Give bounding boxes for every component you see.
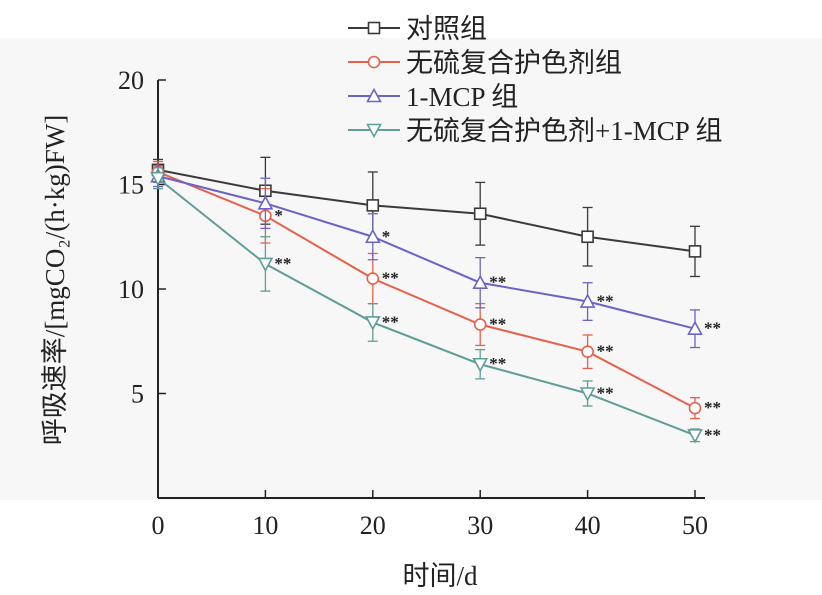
significance-label: ** bbox=[704, 398, 721, 417]
legend-item-4: 无硫复合护色剂+1-MCP 组 bbox=[348, 116, 723, 146]
series-layer: ************************** bbox=[150, 156, 721, 444]
legend-label: 对照组 bbox=[406, 14, 487, 44]
x-tick-label: 50 bbox=[682, 511, 708, 540]
square-marker bbox=[688, 245, 702, 258]
square-marker bbox=[366, 199, 380, 212]
axes: 0 10 20 30 40 50 5 10 15 20 bbox=[118, 66, 708, 540]
series-line bbox=[157, 175, 696, 330]
x-tick-label: 20 bbox=[360, 511, 386, 540]
square-marker bbox=[473, 207, 487, 221]
y-tick-label: 5 bbox=[131, 380, 144, 409]
triangle-up-marker bbox=[364, 228, 381, 244]
series-4: ********** bbox=[150, 167, 721, 444]
circle-marker bbox=[688, 401, 702, 415]
legend-label: 无硫复合护色剂组 bbox=[406, 48, 622, 78]
circle-marker bbox=[366, 272, 380, 285]
series-line bbox=[157, 177, 696, 437]
square-marker bbox=[581, 230, 594, 244]
triangle-down-marker bbox=[364, 316, 381, 331]
x-tick-label: 10 bbox=[252, 511, 278, 540]
plot-background bbox=[0, 38, 822, 500]
triangle-up-marker bbox=[366, 87, 382, 103]
circle-marker bbox=[367, 55, 381, 69]
y-tick-label: 20 bbox=[118, 66, 144, 95]
significance-label: * bbox=[382, 227, 391, 246]
triangle-down-marker bbox=[579, 387, 596, 402]
triangle-up-marker bbox=[579, 293, 596, 308]
significance-label: ** bbox=[489, 315, 506, 334]
legend-item-3: 1-MCP 组 bbox=[348, 82, 518, 112]
triangle-down-marker bbox=[687, 428, 703, 444]
significance-label: ** bbox=[704, 319, 721, 338]
y-tick-label: 15 bbox=[118, 171, 144, 200]
legend-item-2: 无硫复合护色剂组 bbox=[348, 48, 622, 78]
significance-label: ** bbox=[382, 269, 399, 288]
x-axis-title: 时间/d bbox=[402, 561, 478, 591]
square-marker bbox=[367, 21, 381, 35]
triangle-up-marker bbox=[687, 320, 703, 336]
significance-label: ** bbox=[597, 384, 614, 403]
x-tick-label: 30 bbox=[467, 511, 493, 540]
significance-label: ** bbox=[704, 425, 721, 444]
series-line bbox=[157, 168, 696, 253]
series-3: ******* bbox=[150, 165, 721, 349]
significance-label: ** bbox=[489, 273, 506, 292]
circle-marker bbox=[581, 345, 594, 359]
significance-label: ** bbox=[597, 342, 614, 361]
triangle-up-marker bbox=[257, 195, 274, 210]
triangle-down-marker bbox=[257, 257, 274, 273]
y-tick-label: 10 bbox=[118, 275, 144, 304]
significance-label: ** bbox=[382, 312, 399, 331]
legend-label: 1-MCP 组 bbox=[406, 82, 518, 112]
y-axis-title: 呼吸速率/[mgCO₂/(h·kg)FW] bbox=[40, 115, 70, 445]
legend-item-1: 对照组 bbox=[348, 14, 487, 44]
triangle-up-marker bbox=[472, 274, 489, 290]
series-line bbox=[157, 171, 696, 410]
triangle-down-marker bbox=[366, 123, 382, 139]
circle-marker bbox=[473, 318, 487, 331]
triangle-down-marker bbox=[472, 357, 489, 373]
significance-label: * bbox=[274, 206, 283, 225]
significance-label: ** bbox=[489, 354, 506, 373]
significance-label: ** bbox=[274, 254, 291, 273]
x-tick-label: 40 bbox=[575, 511, 601, 540]
significance-label: ** bbox=[597, 292, 614, 311]
legend-label: 无硫复合护色剂+1-MCP 组 bbox=[406, 116, 723, 146]
triangle-down-marker bbox=[150, 171, 166, 187]
x-tick-label: 0 bbox=[152, 511, 165, 540]
